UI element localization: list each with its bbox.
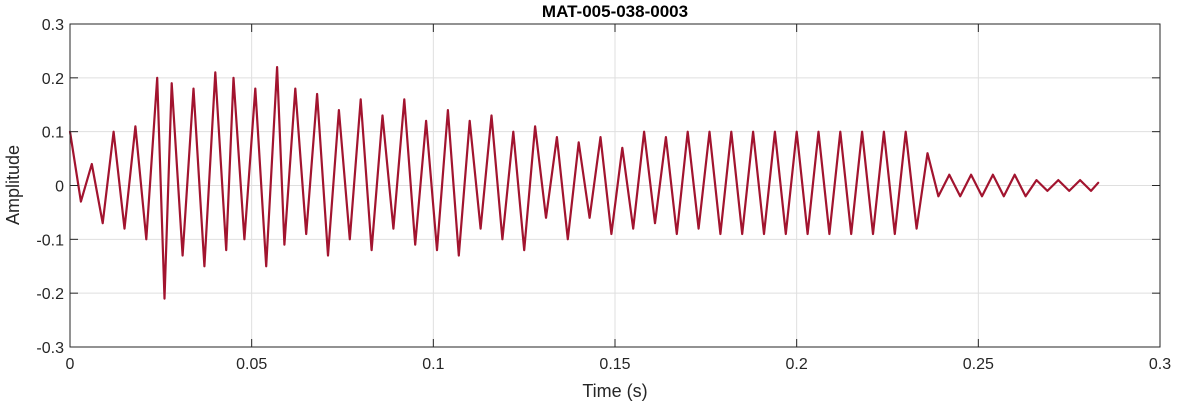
y-tick-label: 0.1 bbox=[42, 125, 64, 142]
y-axis-label: Amplitude bbox=[3, 145, 23, 225]
x-tick-label: 0.3 bbox=[1149, 356, 1171, 373]
x-tick-label: 0.15 bbox=[599, 356, 630, 373]
x-tick-label: 0.2 bbox=[786, 356, 808, 373]
x-tick-label: 0.1 bbox=[422, 356, 444, 373]
y-tick-label: 0.2 bbox=[42, 71, 64, 88]
series-line bbox=[68, 66, 1100, 300]
ticks: 0 0.05 0.1 0.15 0.2 0.25 0.3 -0.3 -0.2 -0.1 0 0.1 0.… bbox=[36, 17, 1171, 373]
x-tick-label: 0.05 bbox=[236, 356, 267, 373]
chart-title: MAT-005-038-0003 bbox=[542, 2, 688, 21]
x-axis-label: Time (s) bbox=[582, 381, 647, 401]
y-tick-label: -0.2 bbox=[36, 286, 64, 303]
series-layer bbox=[68, 66, 1100, 300]
y-tick-label: 0 bbox=[55, 179, 64, 196]
y-tick-label: -0.1 bbox=[36, 232, 64, 249]
x-tick-label: 0 bbox=[66, 356, 75, 373]
y-tick-label: 0.3 bbox=[42, 17, 64, 34]
y-tick-label: -0.3 bbox=[36, 340, 64, 357]
x-tick-label: 0.25 bbox=[963, 356, 994, 373]
